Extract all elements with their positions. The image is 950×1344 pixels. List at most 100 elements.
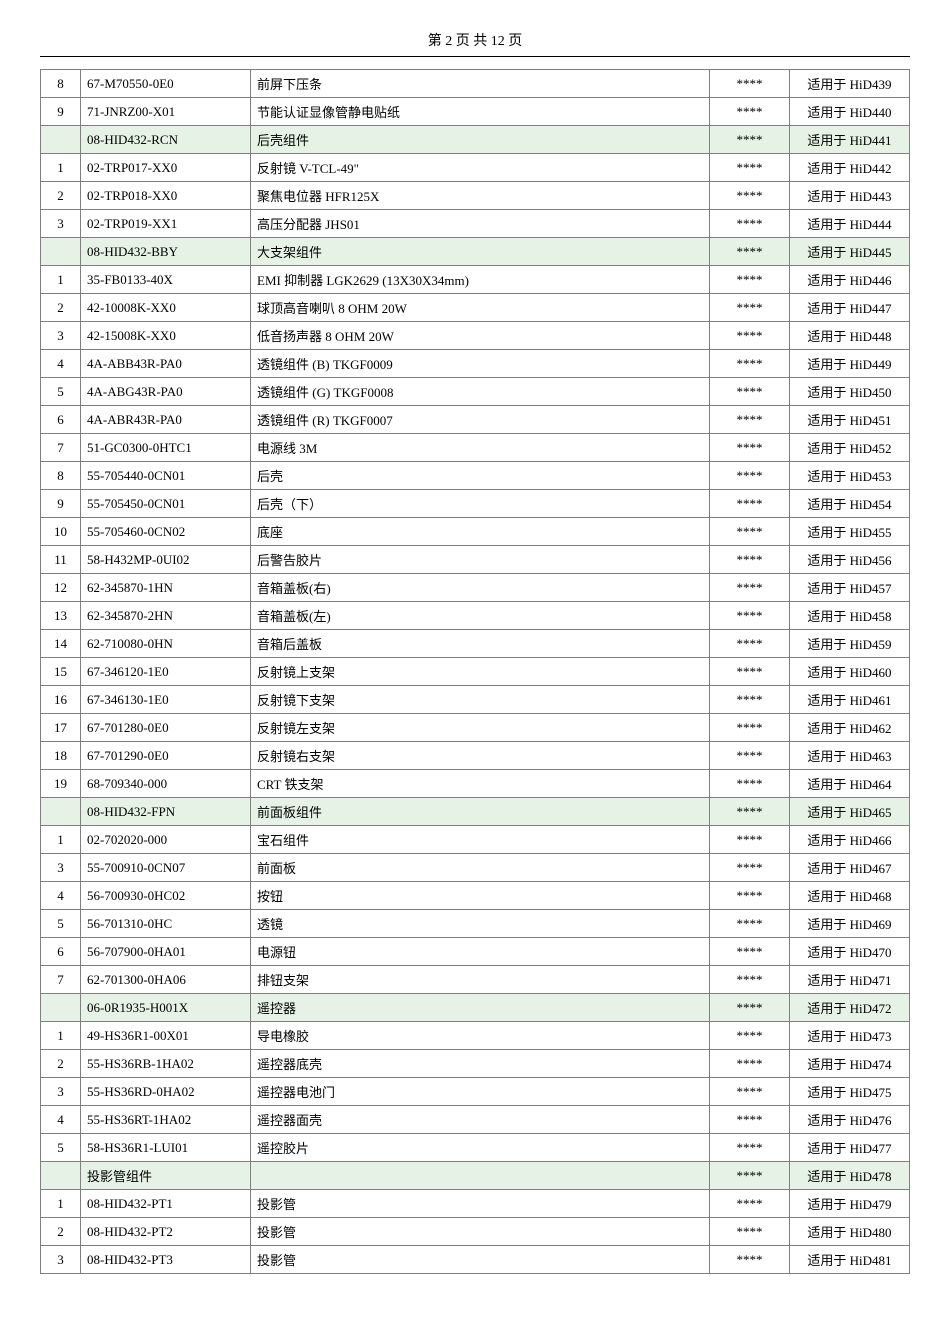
row-number: 3 — [41, 210, 81, 238]
table-row: 64A-ABR43R-PA0透镜组件 (R) TKGF0007****适用于 H… — [41, 406, 910, 434]
table-row: 355-HS36RD-0HA02遥控器电池门****适用于 HiD475 — [41, 1078, 910, 1106]
part-code: 55-HS36RB-1HA02 — [81, 1050, 251, 1078]
model-applicable: 适用于 HiD452 — [790, 434, 910, 462]
part-description: 后警告胶片 — [251, 546, 710, 574]
row-number — [41, 238, 81, 266]
row-number: 12 — [41, 574, 81, 602]
part-code: 02-TRP018-XX0 — [81, 182, 251, 210]
part-code: 67-M70550-0E0 — [81, 70, 251, 98]
part-description: 反射镜右支架 — [251, 742, 710, 770]
model-applicable: 适用于 HiD447 — [790, 294, 910, 322]
row-number: 4 — [41, 882, 81, 910]
part-description: 投影管 — [251, 1190, 710, 1218]
model-applicable: 适用于 HiD463 — [790, 742, 910, 770]
row-number: 5 — [41, 910, 81, 938]
table-row: 242-10008K-XX0球顶高音喇叭 8 OHM 20W****适用于 Hi… — [41, 294, 910, 322]
part-description: 前面板组件 — [251, 798, 710, 826]
row-number: 3 — [41, 1078, 81, 1106]
model-applicable: 适用于 HiD464 — [790, 770, 910, 798]
row-number: 8 — [41, 70, 81, 98]
model-applicable: 适用于 HiD446 — [790, 266, 910, 294]
row-number — [41, 126, 81, 154]
table-row: 556-701310-0HC透镜****适用于 HiD469 — [41, 910, 910, 938]
stars: **** — [710, 1218, 790, 1246]
part-code: 08-HID432-PT3 — [81, 1246, 251, 1274]
part-code: 58-HS36R1-LUI01 — [81, 1134, 251, 1162]
table-row: 1055-705460-0CN02底座****适用于 HiD455 — [41, 518, 910, 546]
stars: **** — [710, 462, 790, 490]
stars: **** — [710, 714, 790, 742]
stars: **** — [710, 1190, 790, 1218]
part-description: 反射镜左支架 — [251, 714, 710, 742]
row-number: 5 — [41, 1134, 81, 1162]
row-number: 11 — [41, 546, 81, 574]
stars: **** — [710, 238, 790, 266]
part-description: 透镜组件 (G) TKGF0008 — [251, 378, 710, 406]
stars: **** — [710, 378, 790, 406]
table-row: 1158-H432MP-0UI02后警告胶片****适用于 HiD456 — [41, 546, 910, 574]
stars: **** — [710, 1106, 790, 1134]
model-applicable: 适用于 HiD448 — [790, 322, 910, 350]
model-applicable: 适用于 HiD465 — [790, 798, 910, 826]
row-number: 17 — [41, 714, 81, 742]
stars: **** — [710, 602, 790, 630]
part-code: 51-GC0300-0HTC1 — [81, 434, 251, 462]
stars: **** — [710, 938, 790, 966]
row-number: 1 — [41, 826, 81, 854]
model-applicable: 适用于 HiD473 — [790, 1022, 910, 1050]
part-description: 大支架组件 — [251, 238, 710, 266]
part-code: 67-701290-0E0 — [81, 742, 251, 770]
part-description: 前屏下压条 — [251, 70, 710, 98]
part-description: 前面板 — [251, 854, 710, 882]
model-applicable: 适用于 HiD455 — [790, 518, 910, 546]
model-applicable: 适用于 HiD445 — [790, 238, 910, 266]
part-description: CRT 铁支架 — [251, 770, 710, 798]
model-applicable: 适用于 HiD458 — [790, 602, 910, 630]
stars: **** — [710, 406, 790, 434]
stars: **** — [710, 210, 790, 238]
row-number: 6 — [41, 406, 81, 434]
row-number: 7 — [41, 966, 81, 994]
part-description: 球顶高音喇叭 8 OHM 20W — [251, 294, 710, 322]
part-code: 4A-ABG43R-PA0 — [81, 378, 251, 406]
table-row: 135-FB0133-40XEMI 抑制器 LGK2629 (13X30X34m… — [41, 266, 910, 294]
stars: **** — [710, 882, 790, 910]
stars: **** — [710, 826, 790, 854]
stars: **** — [710, 910, 790, 938]
row-number: 6 — [41, 938, 81, 966]
part-description: 排钮支架 — [251, 966, 710, 994]
stars: **** — [710, 994, 790, 1022]
part-code: 08-HID432-BBY — [81, 238, 251, 266]
model-applicable: 适用于 HiD460 — [790, 658, 910, 686]
stars: **** — [710, 1078, 790, 1106]
part-code: 71-JNRZ00-X01 — [81, 98, 251, 126]
part-code: 35-FB0133-40X — [81, 266, 251, 294]
stars: **** — [710, 434, 790, 462]
row-number: 1 — [41, 1022, 81, 1050]
table-row: 308-HID432-PT3投影管****适用于 HiD481 — [41, 1246, 910, 1274]
model-applicable: 适用于 HiD453 — [790, 462, 910, 490]
row-number: 3 — [41, 1246, 81, 1274]
part-description: 按钮 — [251, 882, 710, 910]
part-code: 56-701310-0HC — [81, 910, 251, 938]
stars: **** — [710, 658, 790, 686]
part-description: 高压分配器 JHS01 — [251, 210, 710, 238]
part-description: 遥控器电池门 — [251, 1078, 710, 1106]
stars: **** — [710, 966, 790, 994]
model-applicable: 适用于 HiD454 — [790, 490, 910, 518]
part-code: 4A-ABR43R-PA0 — [81, 406, 251, 434]
model-applicable: 适用于 HiD469 — [790, 910, 910, 938]
part-code: 08-HID432-RCN — [81, 126, 251, 154]
part-code: 06-0R1935-H001X — [81, 994, 251, 1022]
stars: **** — [710, 126, 790, 154]
part-description: 聚焦电位器 HFR125X — [251, 182, 710, 210]
part-description: 投影管 — [251, 1218, 710, 1246]
model-applicable: 适用于 HiD444 — [790, 210, 910, 238]
part-code: 42-10008K-XX0 — [81, 294, 251, 322]
part-code: 68-709340-000 — [81, 770, 251, 798]
table-row: 1968-709340-000CRT 铁支架****适用于 HiD464 — [41, 770, 910, 798]
table-row: 102-TRP017-XX0反射镜 V-TCL-49"****适用于 HiD44… — [41, 154, 910, 182]
part-description: 后壳（下） — [251, 490, 710, 518]
stars: **** — [710, 1246, 790, 1274]
table-row: 108-HID432-PT1投影管****适用于 HiD479 — [41, 1190, 910, 1218]
